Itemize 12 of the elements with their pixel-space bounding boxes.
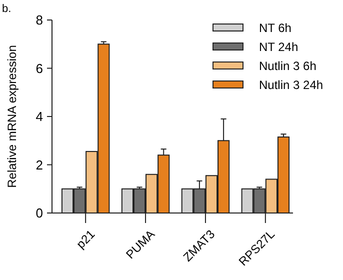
y-tick-label: 2 xyxy=(36,157,43,172)
text: b. xyxy=(2,3,12,15)
x-tick-label: p21 xyxy=(74,226,98,252)
y-tick-label: 6 xyxy=(36,60,43,76)
y-axis-title: Relative mRNA expression xyxy=(5,45,19,188)
legend-label: NT 24h xyxy=(259,40,298,54)
legend-label: Nutlin 3 24h xyxy=(259,78,324,92)
y-tick-label: 0 xyxy=(36,206,43,221)
legend-label: Nutlin 3 6h xyxy=(259,59,316,74)
y-tick-label: 8 xyxy=(36,12,43,28)
y-tick-label: 4 xyxy=(36,109,43,124)
legend-label: NT 6h xyxy=(259,21,292,36)
